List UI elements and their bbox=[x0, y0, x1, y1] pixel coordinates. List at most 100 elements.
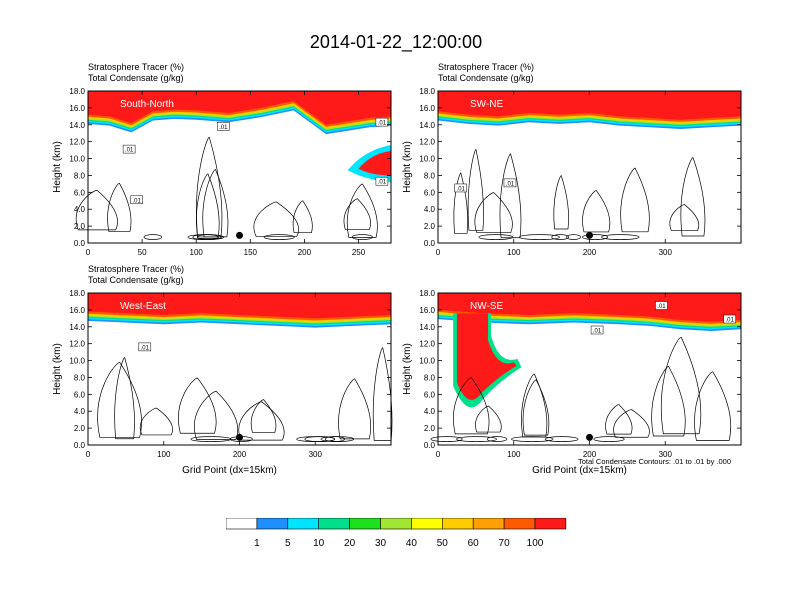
y-tick-label: 18.0 bbox=[69, 289, 85, 298]
contour-line bbox=[343, 198, 371, 230]
y-tick-label: 0.0 bbox=[424, 441, 436, 450]
y-tick-label: 2.0 bbox=[424, 222, 436, 231]
contour-ellipse bbox=[430, 436, 463, 442]
cross-section-label: SW-NE bbox=[470, 99, 503, 110]
y-tick-label: 16.0 bbox=[69, 306, 85, 315]
x-axis-label: Grid Point (dx=15km) bbox=[182, 465, 277, 476]
y-tick-label: 18.0 bbox=[69, 87, 85, 96]
y-tick-label: 16.0 bbox=[419, 104, 435, 113]
tracer-core bbox=[88, 293, 391, 315]
colorbar-label: 5 bbox=[285, 538, 291, 549]
contour-line bbox=[253, 201, 299, 237]
contour-label: .01 bbox=[457, 186, 466, 192]
contour-line bbox=[178, 377, 217, 434]
x-tick-label: 0 bbox=[436, 248, 441, 257]
colorbar-bin bbox=[349, 518, 381, 530]
panel-header-tracer: Stratosphere Tracer (%) bbox=[88, 264, 184, 274]
colorbar-bin bbox=[472, 518, 505, 530]
colorbar-label: 10 bbox=[313, 538, 325, 549]
contour-line bbox=[474, 192, 513, 233]
contour-line bbox=[372, 347, 393, 441]
contour-line bbox=[499, 153, 522, 239]
y-tick-label: 12.0 bbox=[69, 138, 85, 147]
contour-line bbox=[238, 401, 285, 441]
contour-line bbox=[338, 378, 371, 440]
colorbar-bin bbox=[256, 518, 289, 530]
contour-line bbox=[453, 172, 469, 234]
cross-section-label: West-East bbox=[120, 301, 166, 312]
colorbar-label: 20 bbox=[344, 538, 356, 549]
contour-label-box bbox=[217, 122, 230, 131]
contour-label: .01 bbox=[125, 148, 134, 154]
contour-line bbox=[475, 405, 502, 433]
panel-header-condensate: Total Condensate (g/kg) bbox=[88, 73, 184, 83]
contour-line bbox=[613, 409, 650, 438]
contour-line bbox=[139, 407, 173, 436]
contour-ellipse bbox=[486, 436, 508, 442]
cross-section-label: NW-SE bbox=[470, 301, 503, 312]
y-tick-label: 6.0 bbox=[424, 188, 436, 197]
tracer-core bbox=[438, 293, 741, 318]
x-tick-label: 300 bbox=[309, 450, 323, 459]
y-tick-label: 8.0 bbox=[74, 373, 86, 382]
contour-line bbox=[114, 357, 135, 440]
contour-line bbox=[196, 136, 223, 239]
x-tick-label: 0 bbox=[86, 450, 91, 459]
contour-label-box bbox=[138, 342, 152, 352]
colorbar-bin bbox=[380, 518, 412, 530]
y-tick-label: 0.0 bbox=[424, 239, 436, 248]
footnote: Total Condensate Contours: .01 to .01 by… bbox=[578, 457, 732, 466]
contour-line bbox=[605, 404, 633, 435]
condensate-contours bbox=[453, 149, 706, 240]
y-tick-label: 0.0 bbox=[74, 441, 86, 450]
panel-header-condensate: Total Condensate (g/kg) bbox=[88, 275, 184, 285]
panel-south-north: Stratosphere Tracer (%)Total Condensate … bbox=[52, 62, 392, 257]
panel-header-tracer: Stratosphere Tracer (%) bbox=[438, 62, 534, 72]
contour-ellipse bbox=[566, 234, 581, 240]
contour-ellipse bbox=[197, 234, 222, 240]
y-tick-label: 18.0 bbox=[419, 289, 435, 298]
contour-label: .01 bbox=[725, 318, 734, 324]
colorbar-label: 60 bbox=[468, 538, 480, 549]
colorbar-bin bbox=[226, 518, 258, 530]
x-tick-label: 100 bbox=[507, 248, 521, 257]
y-tick-label: 18.0 bbox=[419, 87, 435, 96]
contour-label-box bbox=[655, 301, 668, 310]
colorbar-label: 1 bbox=[254, 538, 260, 549]
contour-label: .01 bbox=[141, 345, 150, 351]
contour-line bbox=[194, 390, 238, 440]
panel-header-tracer: Stratosphere Tracer (%) bbox=[88, 62, 184, 72]
colorbar-bin bbox=[534, 518, 567, 530]
contour-ellipse bbox=[304, 436, 336, 442]
contour-ellipse bbox=[582, 234, 609, 240]
contour-line bbox=[107, 182, 132, 232]
contour-ellipse bbox=[351, 234, 373, 240]
y-tick-label: 16.0 bbox=[69, 104, 85, 113]
y-tick-label: 10.0 bbox=[419, 357, 435, 366]
contour-label-box bbox=[503, 178, 517, 188]
contour-line bbox=[522, 379, 550, 436]
contour-label: .01 bbox=[593, 329, 602, 335]
y-tick-label: 14.0 bbox=[419, 323, 435, 332]
contour-label-box bbox=[454, 183, 467, 193]
x-tick-label: 100 bbox=[157, 450, 171, 459]
contour-line bbox=[582, 190, 611, 233]
contour-ellipse bbox=[551, 234, 569, 240]
y-tick-label: 4.0 bbox=[74, 407, 86, 416]
y-tick-label: 8.0 bbox=[424, 171, 436, 180]
colorbar-bin bbox=[503, 518, 536, 530]
y-tick-label: 14.0 bbox=[69, 323, 85, 332]
y-tick-label: 14.0 bbox=[419, 121, 435, 130]
x-tick-label: 0 bbox=[86, 248, 91, 257]
location-marker bbox=[586, 433, 593, 441]
colorbar-bin bbox=[411, 518, 443, 530]
intrusion-core bbox=[358, 150, 391, 176]
contour-ellipse bbox=[593, 436, 625, 442]
contour-ellipse bbox=[601, 234, 640, 240]
colorbar-label: 100 bbox=[527, 538, 544, 549]
x-tick-label: 200 bbox=[583, 248, 597, 257]
contour-label-box bbox=[375, 176, 389, 186]
y-tick-label: 14.0 bbox=[69, 121, 85, 130]
y-tick-label: 8.0 bbox=[424, 373, 436, 382]
contour-line bbox=[669, 204, 700, 231]
